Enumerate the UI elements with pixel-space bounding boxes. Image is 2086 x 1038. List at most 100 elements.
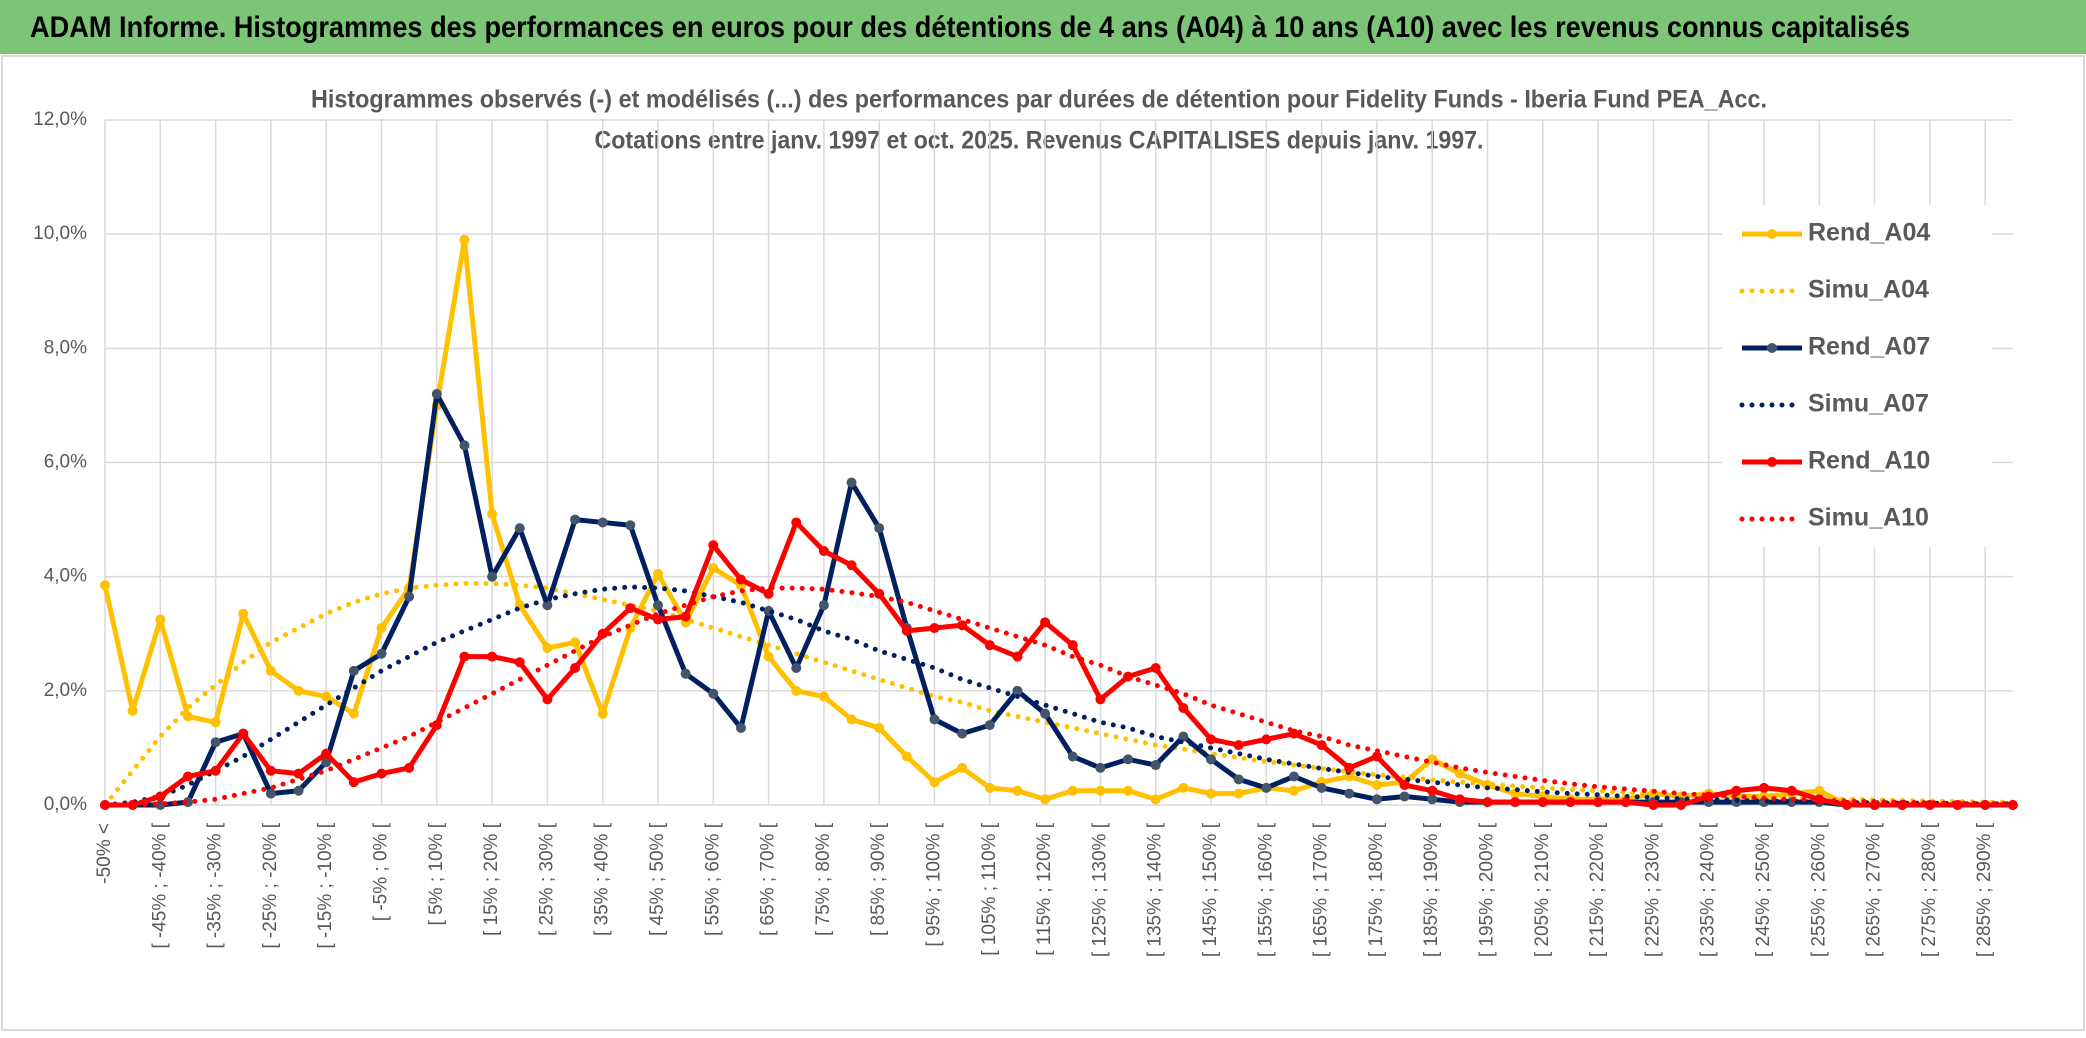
data-point — [1454, 768, 1465, 779]
data-point — [1537, 797, 1548, 808]
data-point — [929, 623, 940, 634]
data-point — [404, 762, 415, 773]
x-tick-label: [ 25% ; 30% [ — [536, 822, 557, 936]
x-tick-label: [ 75% ; 80% [ — [813, 822, 834, 936]
data-point — [708, 688, 719, 699]
x-tick-label: [ 285% ; 290% [ — [1974, 822, 1995, 957]
data-point — [182, 711, 193, 722]
data-point — [1344, 788, 1355, 799]
y-tick-label: 10,0% — [33, 223, 87, 244]
data-point — [1482, 797, 1493, 808]
x-tick-label: [ 175% ; 180% [ — [1366, 822, 1387, 957]
data-point — [127, 705, 138, 716]
legend-label: Simu_A10 — [1808, 504, 1929, 532]
data-point — [901, 625, 912, 636]
x-tick-label: [ 125% ; 130% [ — [1089, 822, 1110, 957]
data-point — [763, 588, 774, 599]
data-point — [348, 708, 359, 719]
data-point — [2007, 800, 2018, 810]
data-point — [1510, 797, 1521, 808]
x-tick-label: [ 265% ; 270% [ — [1864, 822, 1885, 957]
legend-label: Rend_A10 — [1808, 447, 1930, 475]
data-point — [791, 685, 802, 696]
data-point — [542, 694, 553, 705]
data-point — [1178, 702, 1189, 713]
data-point — [1399, 780, 1410, 791]
data-point — [459, 440, 470, 451]
data-point — [210, 737, 221, 748]
header-bar — [0, 0, 2086, 54]
data-point — [1095, 762, 1106, 773]
x-tick-label: [ 35% ; 40% [ — [592, 822, 613, 936]
x-tick-label: [ 45% ; 50% [ — [647, 822, 668, 936]
data-point — [984, 640, 995, 651]
data-point — [265, 788, 276, 799]
data-point — [929, 777, 940, 788]
data-point — [1676, 800, 1687, 810]
data-point — [957, 762, 968, 773]
data-point — [818, 545, 829, 556]
x-tick-label: [ 205% ; 210% [ — [1532, 822, 1553, 957]
data-point — [348, 777, 359, 788]
data-point — [1233, 788, 1244, 799]
data-point — [1067, 785, 1078, 796]
data-point — [1620, 797, 1631, 808]
data-point — [265, 765, 276, 776]
data-point — [1344, 762, 1355, 773]
x-tick-label: [ 15% ; 20% [ — [481, 822, 502, 936]
data-point — [1316, 782, 1327, 793]
series-line — [105, 519, 2013, 808]
y-tick-label: 8,0% — [44, 337, 87, 358]
y-tick-label: 0,0% — [44, 794, 87, 815]
chart-subtitle: Cotations entre janv. 1997 et oct. 2025.… — [595, 127, 1484, 155]
data-point — [1206, 788, 1216, 799]
y-tick-label: 2,0% — [44, 680, 87, 701]
data-point — [1123, 785, 1134, 796]
data-point — [100, 580, 110, 591]
x-tick-label: [ 245% ; 250% [ — [1753, 822, 1774, 957]
x-tick-label: [ 65% ; 70% [ — [758, 822, 779, 936]
x-tick-label: [ 115% ; 120% [ — [1034, 822, 1055, 955]
data-point — [182, 771, 193, 782]
data-point — [1012, 651, 1023, 662]
x-tick-label: [ -45% ; -40% [ — [149, 822, 170, 948]
data-point — [1040, 794, 1051, 805]
data-point — [1012, 785, 1023, 796]
data-point — [874, 523, 885, 534]
x-tick-label: [ 155% ; 160% [ — [1255, 822, 1276, 957]
data-point — [210, 765, 221, 776]
data-point — [901, 751, 912, 762]
data-point — [293, 685, 304, 696]
data-point — [791, 517, 802, 528]
data-point — [293, 785, 304, 796]
data-point — [1814, 785, 1825, 796]
data-point — [791, 663, 802, 673]
data-point — [570, 663, 581, 673]
data-point — [735, 722, 746, 733]
chart-frame — [1, 55, 2085, 1031]
data-point — [957, 728, 968, 739]
data-point — [708, 540, 719, 551]
x-tick-label: [ 165% ; 170% [ — [1311, 822, 1332, 957]
x-tick-label: [ 135% ; 140% [ — [1145, 822, 1166, 957]
data-point — [265, 665, 276, 676]
data-point — [348, 665, 359, 676]
x-tick-label: -50% < — [94, 823, 115, 884]
data-point — [818, 600, 829, 611]
data-point — [1150, 794, 1161, 805]
data-point — [459, 234, 470, 245]
data-point — [1288, 785, 1299, 796]
legend-marker — [1767, 457, 1777, 467]
y-tick-label: 6,0% — [44, 452, 87, 473]
data-point — [818, 691, 829, 702]
data-point — [542, 643, 553, 654]
data-point — [1454, 794, 1465, 805]
x-tick-label: [ 55% ; 60% [ — [702, 822, 723, 936]
legend-label: Simu_A07 — [1808, 390, 1929, 418]
x-tick-label: [ 275% ; 280% [ — [1919, 822, 1940, 957]
data-point — [210, 717, 221, 728]
data-point — [1371, 780, 1382, 791]
data-point — [1593, 797, 1604, 808]
data-point — [653, 568, 663, 579]
